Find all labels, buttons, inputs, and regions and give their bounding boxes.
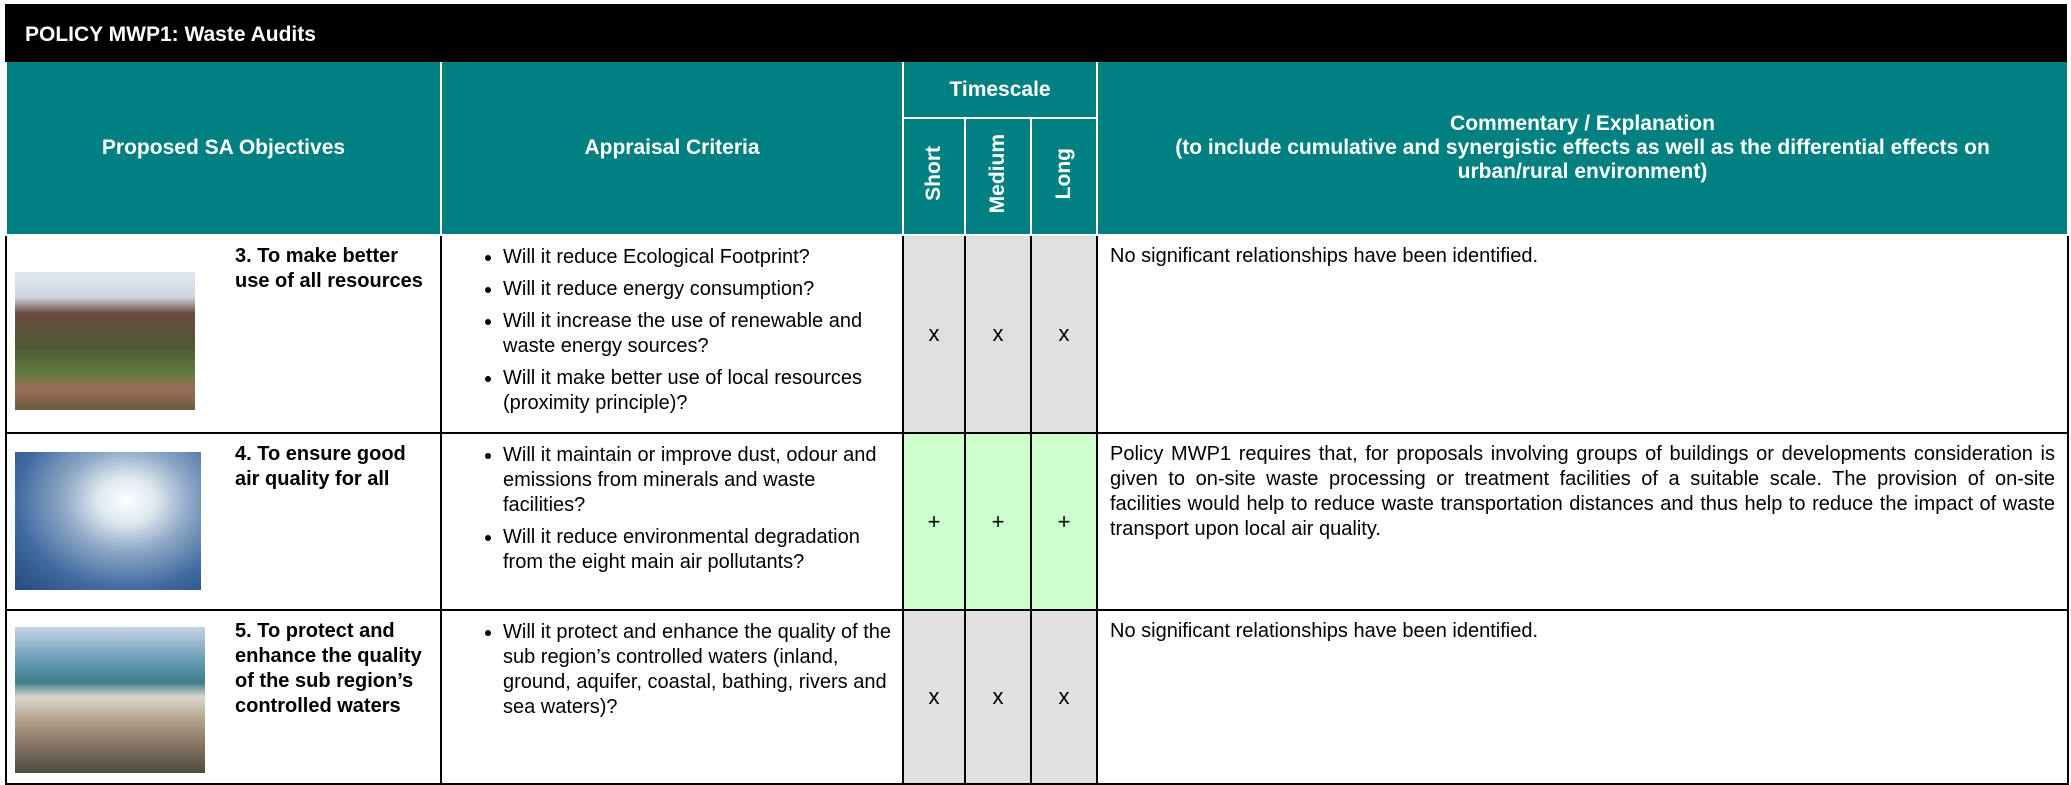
objective-text: 3. To make better use of all resources: [235, 245, 423, 292]
criterion: Will it maintain or improve dust, odour …: [503, 443, 891, 518]
criteria-header: Appraisal Criteria: [440, 62, 904, 236]
commentary-header: Commentary / Explanation (to include cum…: [1096, 62, 2069, 236]
criterion: Will it reduce environmental degradation…: [503, 525, 891, 575]
medium-header: Medium: [964, 117, 1032, 236]
long-label: Long: [1052, 147, 1075, 200]
table-row: 4. To ensure good air quality for all Wil…: [5, 432, 2069, 611]
commentary-title: Commentary / Explanation: [1450, 112, 1715, 135]
long-mark: +: [1030, 432, 1098, 611]
appraisal-table: Proposed SA Objectives Appraisal Criteri…: [5, 62, 2069, 785]
criteria-cell: Will it reduce Ecological Footprint? Will…: [440, 234, 904, 434]
long-header: Long: [1030, 117, 1098, 236]
short-mark: x: [902, 234, 966, 434]
criteria-cell: Will it maintain or improve dust, odour …: [440, 432, 904, 611]
policy-title: POLICY MWP1: Waste Audits: [5, 4, 2067, 62]
short-label: Short: [922, 146, 945, 201]
objective-photo: [15, 627, 205, 773]
criterion: Will it increase the use of renewable an…: [503, 309, 891, 359]
long-mark: x: [1030, 234, 1098, 434]
commentary-cell: No significant relationships have been i…: [1096, 609, 2069, 785]
commentary-cell: No significant relationships have been i…: [1096, 234, 2069, 434]
objective-cell: 4. To ensure good air quality for all: [5, 432, 442, 611]
objective-photo: [15, 452, 201, 590]
criterion: Will it make better use of local resourc…: [503, 366, 891, 416]
criterion: Will it reduce energy consumption?: [503, 277, 891, 302]
criteria-list: Will it maintain or improve dust, odour …: [443, 443, 891, 575]
criteria-list: Will it reduce Ecological Footprint? Will…: [443, 245, 891, 416]
criteria-list: Will it protect and enhance the quality …: [443, 620, 891, 720]
table-row: 5. To protect and enhance the quality of…: [5, 609, 2069, 785]
commentary-cell: Policy MWP1 requires that, for proposals…: [1096, 432, 2069, 611]
objective-photo: [15, 272, 195, 410]
objective-cell: 5. To protect and enhance the quality of…: [5, 609, 442, 785]
commentary-note: (to include cumulative and synergistic e…: [1175, 136, 1990, 183]
table-header: Proposed SA Objectives Appraisal Criteri…: [5, 62, 2069, 236]
medium-mark: x: [964, 609, 1032, 785]
objective-cell: 3. To make better use of all resources: [5, 234, 442, 434]
header-row: Short Medium Long: [6, 117, 2068, 236]
table-row: 3. To make better use of all resources Wi…: [5, 234, 2069, 434]
objective-text: 4. To ensure good air quality for all: [235, 443, 406, 490]
objective-text: 5. To protect and enhance the quality of…: [235, 620, 422, 717]
medium-mark: x: [964, 234, 1032, 434]
timescale-header: Timescale: [902, 62, 1098, 119]
criteria-cell: Will it protect and enhance the quality …: [440, 609, 904, 785]
table-body: 3. To make better use of all resources Wi…: [5, 234, 2069, 785]
short-mark: x: [902, 609, 966, 785]
short-header: Short: [902, 117, 966, 236]
criterion: Will it protect and enhance the quality …: [503, 620, 891, 720]
document: POLICY MWP1: Waste Audits Proposed SA Ob…: [5, 4, 2069, 785]
header-row: Proposed SA Objectives Appraisal Criteri…: [5, 62, 2069, 236]
long-mark: x: [1030, 609, 1098, 785]
medium-mark: +: [964, 432, 1032, 611]
objectives-header: Proposed SA Objectives: [5, 62, 442, 236]
criterion: Will it reduce Ecological Footprint?: [503, 245, 891, 270]
short-mark: +: [902, 432, 966, 611]
medium-label: Medium: [986, 133, 1009, 214]
